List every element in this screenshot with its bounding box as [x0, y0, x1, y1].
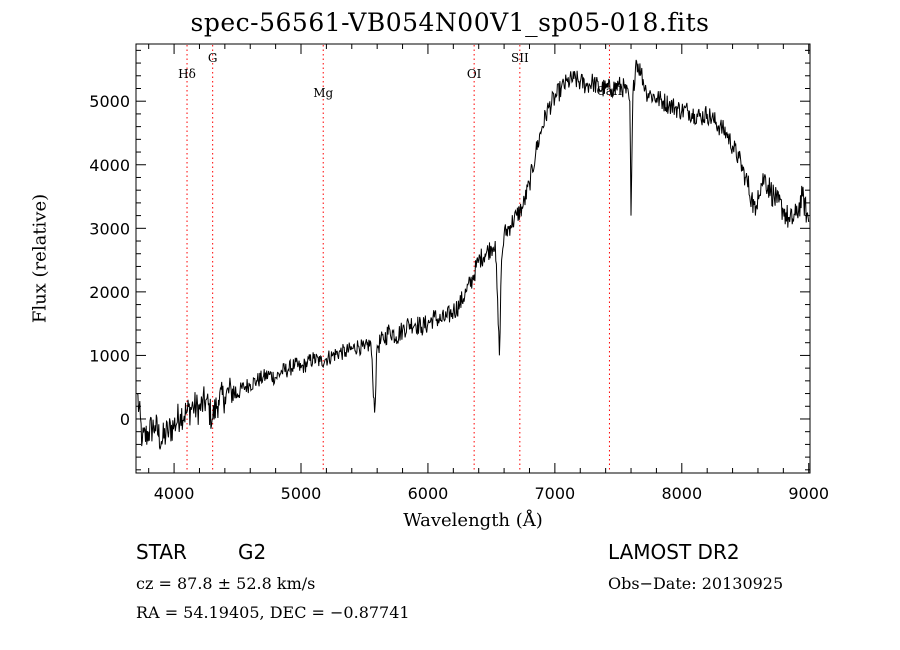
spectral-line-label: G — [208, 51, 218, 65]
spectral-line-label: Mg — [313, 86, 333, 100]
x-axis-label: Wavelength (Å) — [403, 510, 543, 531]
x-tick-label: 5000 — [281, 484, 322, 503]
spectral-line-label: Hδ — [178, 67, 196, 81]
spectral-line-label: SII — [511, 51, 529, 65]
spectrum-line — [136, 59, 810, 450]
survey-name: LAMOST DR2 — [608, 540, 740, 564]
y-axis-label: Flux (relative) — [29, 193, 51, 324]
y-tick-label: 3000 — [89, 219, 130, 238]
spectral-line-label: OI — [467, 67, 482, 81]
x-tick-label: 8000 — [661, 484, 702, 503]
y-tick-label: 1000 — [89, 346, 130, 365]
y-tick-label: 0 — [120, 410, 130, 429]
redshift-velocity: cz = 87.8 ± 52.8 km/s — [136, 574, 316, 593]
x-tick-label: 9000 — [788, 484, 829, 503]
y-tick-label: 4000 — [89, 156, 130, 175]
x-tick-label: 7000 — [535, 484, 576, 503]
y-tick-label: 5000 — [89, 92, 130, 111]
chart-title: spec-56561-VB054N00V1_sp05-018.fits — [190, 8, 710, 37]
x-tick-label: 6000 — [408, 484, 449, 503]
object-class: STAR — [136, 540, 187, 564]
ra-dec-coordinates: RA = 54.19405, DEC = −0.87741 — [136, 603, 410, 622]
plot-frame — [135, 43, 811, 474]
object-subclass: G2 — [238, 540, 267, 564]
y-tick-label: 2000 — [89, 283, 130, 302]
observation-date: Obs−Date: 20130925 — [608, 574, 784, 593]
x-tick-label: 4000 — [154, 484, 195, 503]
